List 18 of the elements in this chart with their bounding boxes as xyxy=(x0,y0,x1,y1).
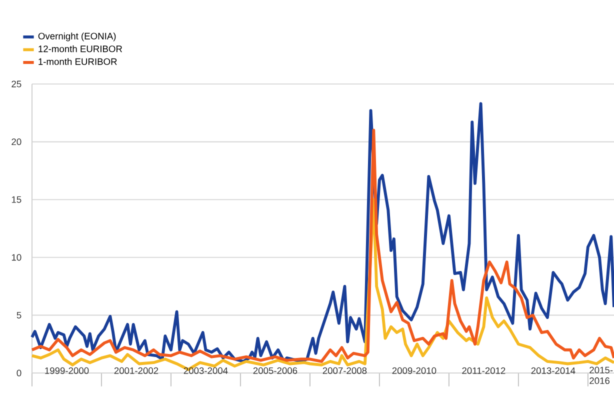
y-tick-label: 5 xyxy=(16,312,22,318)
y-tick-label: 10 xyxy=(12,254,22,261)
legend-label: Overnight (EONIA) xyxy=(38,32,116,42)
x-tick-label: 2001-2002 xyxy=(114,367,158,374)
legend-label: 1-month EURIBOR xyxy=(38,58,117,65)
x-tick-label: 2011-2012 xyxy=(462,367,506,374)
x-tick-label: 2003-2004 xyxy=(184,367,228,374)
y-tick-label: 0 xyxy=(16,370,22,376)
y-tick-label: 15 xyxy=(12,196,22,203)
x-tick-label: 2015-2016 xyxy=(590,366,613,384)
x-tick-label: 1999-2000 xyxy=(45,367,89,374)
x-tick-label: 2013-2014 xyxy=(531,367,576,374)
y-tick-label: 20 xyxy=(12,138,22,146)
y-tick-label: 25 xyxy=(12,80,22,88)
x-tick-label: 2009-2010 xyxy=(392,367,436,374)
x-tick-label: 2005-2006 xyxy=(253,367,298,374)
x-tick-label: 2007-2008 xyxy=(322,367,367,374)
legend-label: 12-month EURIBOR xyxy=(38,45,122,52)
